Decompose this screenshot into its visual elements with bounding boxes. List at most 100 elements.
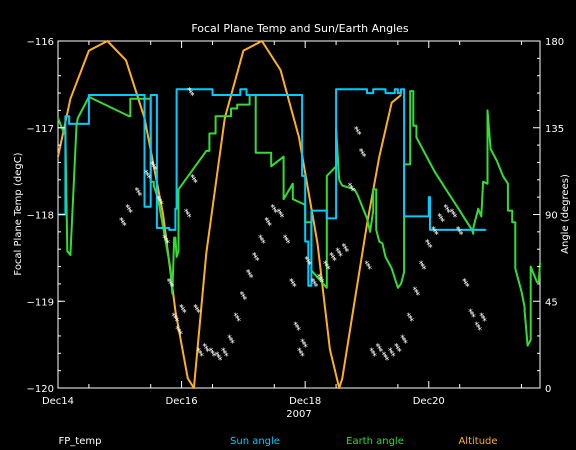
fp-temp-point: * [377, 345, 382, 355]
earth-angle-point [409, 90, 412, 92]
fp-temp-point: * [144, 169, 149, 179]
fp-temp-point: * [400, 334, 405, 344]
earth-angle-point [523, 310, 526, 312]
fp-temp-point: * [462, 277, 467, 287]
earth-angle-point [375, 229, 378, 231]
fp-temp-point: * [266, 219, 271, 229]
sun-angle-point [310, 285, 313, 287]
fp-temp-point: * [252, 251, 257, 261]
fp-temp-point: * [136, 189, 141, 199]
fp-temp-point: * [362, 152, 367, 162]
altitude-point [57, 155, 59, 158]
altitude-point [338, 387, 340, 389]
fp-temp-point: * [408, 315, 413, 325]
fp-temp-point: * [383, 354, 388, 364]
altitude-point [390, 101, 393, 104]
earth-angle-point [66, 250, 69, 252]
fp-temp-point: * [127, 206, 132, 216]
x-axis-label: 2007 [286, 409, 311, 420]
fp-temp-point: * [338, 252, 343, 262]
sun-angle-point [393, 92, 396, 94]
altitude-point [341, 377, 344, 380]
fp-temp-point: * [409, 317, 414, 327]
earth-angle-point [57, 117, 59, 119]
fp-temp-point: * [369, 347, 374, 357]
fp-temp-point: * [195, 306, 200, 316]
y-axis-label: Focal Plane Temp (degC) [13, 152, 24, 275]
fp-temp-point: * [416, 291, 421, 301]
fp-temp-point: * [196, 308, 201, 318]
fp-temp-point: * [172, 312, 177, 322]
sun-angle-point [68, 123, 70, 125]
altitude-point [279, 69, 282, 71]
fp-temp-point: * [181, 306, 186, 316]
earth-angle-point [175, 256, 178, 258]
earth-angle-point [152, 184, 155, 187]
fp-temp-point: * [388, 347, 393, 357]
fp-temp-point: * [445, 206, 450, 216]
sun-angle-point [310, 209, 313, 212]
fp-temp-point: * [376, 342, 381, 352]
fp-temp-point: * [128, 209, 133, 219]
fp-temp-point: * [434, 230, 439, 240]
sun-angle-point [429, 229, 431, 231]
fp-temp-point: * [332, 256, 337, 266]
earth-angle-point [173, 236, 175, 239]
fp-temp-point: * [223, 349, 228, 359]
earth-angle-point [511, 209, 513, 212]
x-tick-label: Dec14 [42, 396, 74, 407]
sun-angle-line [58, 88, 486, 287]
fp-temp-point: * [331, 254, 336, 264]
fp-temp-point: * [147, 174, 152, 184]
fp-temp-point: * [271, 204, 276, 214]
fp-temp-point: * [190, 92, 195, 102]
fp-temp-point: * [470, 310, 475, 320]
y2-tick-label: 135 [545, 124, 564, 135]
legend: FP_temp Sun angle Earth angle Altitude [59, 436, 498, 447]
fp-temp-point: * [335, 247, 340, 257]
earth-angle-point [230, 107, 232, 110]
fp-temp-point: * [138, 191, 143, 201]
fp-temp-point: * [406, 312, 411, 322]
fp-temp-point: * [425, 238, 430, 248]
fp-temp-point: * [349, 184, 354, 194]
earth-angle-point [292, 198, 294, 200]
y-tick-label: −118 [27, 211, 54, 222]
legend-item-earth-angle: Earth angle [346, 436, 404, 447]
fp-temp-point: * [168, 280, 173, 290]
earth-angle-point [390, 267, 393, 270]
fp-temp-point: * [215, 351, 220, 361]
fp-temp-point: * [125, 204, 130, 214]
fp-temp-point: * [359, 147, 364, 157]
fp-temp-point: * [243, 295, 248, 305]
earth-angle-point [378, 240, 381, 243]
fp-temp-point: * [355, 128, 360, 138]
earth-angle-point [526, 344, 529, 347]
fp-temp-point: * [351, 187, 356, 197]
fp-temp-point: * [354, 126, 359, 136]
fp-temp-point: * [311, 277, 316, 287]
fp-temp-point: * [236, 317, 241, 327]
sun-angle-point [168, 229, 171, 231]
sun-angle-point [372, 88, 374, 90]
earth-angle-point [507, 182, 509, 185]
fp-temp-point: * [145, 171, 150, 181]
earth-angle-point [529, 265, 532, 268]
sun-angle-point [239, 94, 242, 96]
earth-angle-point [326, 286, 328, 289]
fp-temp-point: * [476, 323, 481, 333]
altitude-point [125, 59, 127, 62]
series-layer: ****************************************… [57, 40, 541, 389]
earth-angle-point [495, 159, 498, 162]
fp-temp-point: * [179, 303, 184, 313]
fp-temp-point: * [422, 265, 427, 275]
earth-angle-point [529, 339, 532, 341]
fp-temp-point: * [187, 87, 192, 97]
fp-temp-point: * [153, 165, 158, 175]
sun-angle-point [384, 88, 387, 90]
fp-temp-point: * [258, 234, 263, 244]
fp-temp-point: * [372, 352, 377, 362]
earth-angle-point [480, 215, 483, 218]
fp-temp-point: * [224, 352, 229, 362]
earth-angle-point [452, 200, 455, 202]
